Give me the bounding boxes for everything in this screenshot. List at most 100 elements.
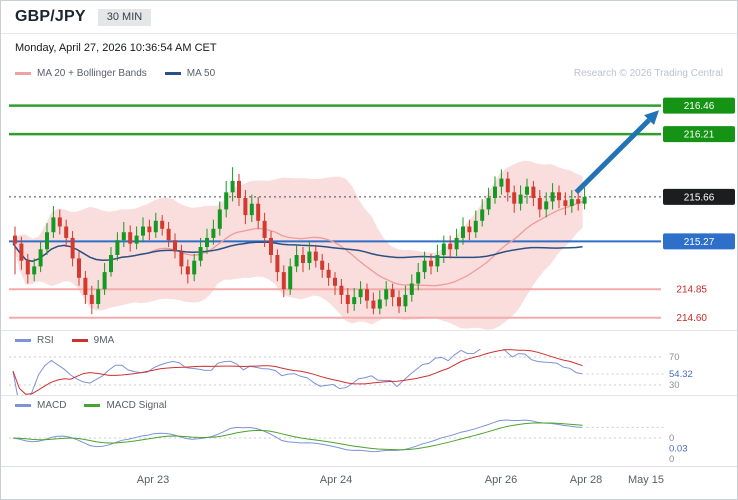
candlestick: [531, 186, 536, 198]
macd-panel: MACD MACD Signal 0 0.03 0: [1, 395, 737, 466]
candlestick: [179, 251, 184, 267]
title-bar: GBP/JPY 30 MIN: [1, 1, 737, 34]
candlestick: [550, 192, 555, 202]
macd-axis-label: 0.03: [669, 444, 688, 455]
candlestick: [294, 255, 299, 267]
legend-ma20-bollinger: MA 20 + Bollinger Bands: [15, 68, 147, 79]
candlestick: [461, 226, 465, 238]
candlestick: [160, 220, 165, 229]
candlestick: [230, 180, 235, 193]
candlestick: [83, 277, 88, 295]
candlestick: [537, 198, 542, 210]
rsi-gridlines: 70 30: [9, 352, 680, 391]
candlestick: [32, 266, 37, 275]
candlestick: [429, 260, 433, 267]
x-axis-label: May 15: [627, 474, 665, 486]
candlestick: [70, 237, 75, 259]
x-axis-label: Apr 24: [319, 474, 353, 486]
candlestick: [358, 289, 363, 298]
main-legend: MA 20 + Bollinger Bands MA 50 Research ©…: [1, 62, 737, 84]
candlesticks: [13, 167, 587, 315]
legend-rsi: RSI: [15, 335, 54, 346]
candlestick: [57, 217, 62, 227]
ma20-bollinger-swatch-icon: [15, 71, 31, 75]
trend-arrow: [574, 110, 659, 195]
candlestick: [288, 266, 293, 290]
candlestick: [505, 178, 510, 193]
candlestick: [422, 260, 427, 273]
ma50-line: [12, 241, 583, 263]
legend-ma50-label: MA 50: [186, 67, 216, 79]
candlestick: [352, 297, 357, 305]
candlestick: [89, 294, 94, 305]
candlestick: [301, 255, 305, 263]
candlestick: [281, 272, 286, 290]
candlestick: [486, 198, 491, 210]
candlestick: [192, 260, 197, 275]
candlestick: [582, 196, 587, 204]
candlestick: [435, 255, 440, 267]
price-level-value: 214.85: [676, 285, 707, 296]
candlestick: [576, 199, 581, 204]
rsi-current: 54.32: [586, 369, 693, 380]
rsi-axis-label: 30: [669, 380, 680, 391]
candlestick: [173, 240, 177, 252]
candlestick: [441, 243, 446, 255]
legend-macd-signal: MACD Signal: [84, 400, 166, 411]
candlestick: [269, 237, 273, 255]
legend-macd: MACD: [15, 400, 66, 411]
rsi-legend: RSI 9MA: [1, 331, 737, 349]
candlestick: [19, 243, 24, 261]
symbol-title: GBP/JPY: [15, 8, 86, 25]
legend-macd-label: MACD: [37, 399, 67, 411]
candlestick: [390, 289, 395, 298]
macd-signal-swatch-icon: [84, 403, 101, 407]
legend-ma50: MA 50: [164, 67, 216, 79]
candlestick: [102, 272, 107, 290]
price-level-badge: [663, 126, 735, 143]
candlestick: [64, 226, 69, 238]
candlestick: [38, 249, 43, 267]
price-level-value: 216.21: [684, 130, 715, 141]
candlestick: [448, 243, 453, 250]
candlestick: [326, 269, 331, 278]
candlestick: [262, 220, 267, 238]
candlestick: [109, 255, 113, 273]
timeframe-badge: 30 MIN: [97, 8, 152, 26]
candlestick: [473, 220, 478, 233]
candlestick: [384, 289, 389, 300]
price-levels: 216.46 216.21 215.66 215.27 214.85 214.60: [9, 97, 735, 324]
x-axis: Apr 23 Apr 24 Apr 26 Apr 28 May 15: [1, 466, 737, 497]
price-level-badge: [663, 97, 735, 114]
rsi-current-value: 54.32: [669, 369, 693, 380]
candlestick: [409, 283, 414, 295]
candlestick: [377, 299, 382, 309]
candlestick: [134, 235, 139, 244]
macd-chart: 00.030: [9, 419, 688, 465]
candlestick: [544, 201, 549, 210]
rsi-line: [12, 349, 583, 395]
candlestick: [211, 228, 216, 238]
rsi-ma-line: [12, 349, 583, 395]
rsi-panel: RSI 9MA 70 30 54.32: [1, 330, 737, 395]
macd-legend: MACD MACD Signal: [1, 396, 737, 414]
candlestick: [416, 272, 421, 284]
candlestick: [115, 240, 120, 255]
rsi-9ma-swatch-icon: [71, 338, 88, 342]
candlestick: [307, 251, 312, 263]
candlestick: [128, 232, 133, 244]
candlestick: [397, 297, 401, 307]
candlestick: [320, 260, 325, 270]
candlestick: [512, 192, 517, 204]
x-axis-label: Apr 23: [136, 474, 170, 486]
candlestick: [371, 300, 376, 309]
candlestick: [45, 232, 49, 250]
candlestick: [518, 194, 523, 204]
price-level-value: 214.60: [676, 313, 707, 324]
candlestick: [224, 192, 229, 210]
candlestick: [51, 217, 56, 233]
candlestick: [480, 209, 485, 221]
candlestick: [525, 186, 529, 195]
